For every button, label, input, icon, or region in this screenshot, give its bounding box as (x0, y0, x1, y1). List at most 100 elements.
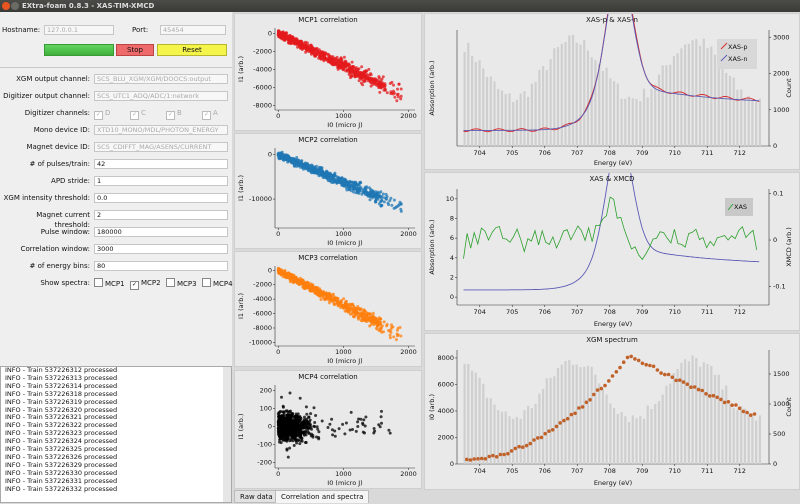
digitizer-checkbox[interactable]: ✓ D (94, 108, 110, 120)
checkbox-icon[interactable]: ✓ (130, 281, 139, 290)
config-field[interactable]: SCS_CDIFFT_MAG/ASENS/CURRENT (94, 142, 228, 152)
scatter-point (372, 427, 376, 430)
mcp2-plot[interactable]: MCP2 correlation 0 1000 2000 0 -10000 I0 (micr… (234, 133, 422, 249)
scatter-point (284, 153, 288, 157)
spectra-checkbox[interactable]: MCP4 (202, 278, 233, 289)
scatter-point (565, 416, 570, 421)
x-tick-label: 712 (734, 149, 746, 157)
port-field[interactable]: 45454 (160, 25, 226, 35)
config-field[interactable]: 180000 (94, 227, 228, 237)
scatter-point (550, 428, 555, 432)
config-field[interactable]: 1 (94, 176, 228, 186)
scatter-point (332, 60, 336, 64)
histogram-bar (736, 409, 739, 464)
scatter-point (331, 176, 335, 180)
histogram-bar (728, 404, 732, 464)
checkbox-icon[interactable] (202, 278, 211, 287)
spectra-checkbox[interactable]: MCP3 (166, 278, 197, 289)
log-line: INFO - Train 537226313 processed (5, 373, 118, 382)
log-panel[interactable]: INFO - Train 537226312 processed INFO - T… (0, 366, 232, 503)
checkbox-icon[interactable] (166, 278, 175, 287)
digitizer-checkbox[interactable]: ✓ B (166, 108, 182, 120)
scatter-point (625, 355, 630, 360)
checkbox-label: B (177, 109, 182, 117)
scatter-point (337, 427, 341, 431)
checkbox-icon[interactable]: ✓ (94, 111, 103, 120)
x-axis-label: I0 (micro J) (327, 121, 362, 129)
spectra-checkbox[interactable]: MCP1 (94, 278, 125, 289)
histogram-bar (467, 42, 470, 146)
config-field[interactable]: XTD10_MONO/MDL/PHOTON_ENERGY (94, 125, 228, 135)
scatter-point (322, 297, 326, 301)
scatter-point (356, 425, 360, 428)
scatter-point (394, 338, 398, 342)
scatter-point (371, 189, 375, 193)
stop-button[interactable]: Stop (116, 44, 154, 56)
config-field[interactable]: 0.0 (94, 193, 228, 203)
scatter-point (374, 198, 378, 202)
hostname-field[interactable]: 127.0.0.1 (44, 25, 114, 35)
digitizer-checkbox[interactable]: ✓ A (202, 108, 218, 120)
scatter-point (331, 181, 335, 184)
histogram-bar (474, 372, 477, 464)
scatter-point (584, 400, 589, 405)
histogram-bar (672, 56, 675, 147)
config-field[interactable]: 2 (94, 210, 228, 220)
x-tick-label: 0 (276, 348, 280, 356)
tab-raw-data[interactable]: Raw data (234, 490, 279, 503)
scatter-point (307, 415, 311, 419)
reset-button[interactable]: Reset (157, 44, 227, 56)
digitizer-checkbox[interactable]: ✓ C (130, 108, 146, 120)
scatter-point (362, 77, 366, 80)
checkbox-icon[interactable]: ✓ (130, 111, 139, 120)
checkbox-icon[interactable]: ✓ (166, 111, 175, 120)
histogram-bar (568, 35, 571, 146)
scatter-point (387, 203, 391, 207)
y-tick-label: -10000 (249, 195, 272, 203)
scatter-point (299, 39, 303, 43)
scatter-point (347, 306, 351, 310)
histogram-bar (706, 364, 709, 464)
config-field[interactable]: 42 (94, 159, 228, 169)
histogram-bar (568, 360, 571, 464)
tab-correlation-and-spectra[interactable]: Correlation and spectra (275, 490, 370, 503)
mcp4-plot[interactable]: MCP4 correlation 0 1000 2000 200 100 0 -100 -200… (234, 370, 422, 489)
spectra-checkbox[interactable]: ✓ MCP2 (130, 278, 161, 290)
config-field[interactable]: SCS_UTC1_ADQ/ADC/1:network (94, 91, 228, 101)
scatter-point (378, 425, 382, 429)
mcp3-plot[interactable]: MCP3 correlation 0 1000 2000 0 -2000 -4000 -600… (234, 251, 422, 367)
x-tick-label: 710 (669, 467, 681, 475)
scatter-point (730, 403, 734, 407)
histogram-bar (534, 81, 537, 146)
scatter-point (472, 457, 476, 461)
scatter-point (280, 433, 284, 437)
scatter-point (289, 427, 293, 431)
checkbox-icon[interactable] (94, 278, 103, 287)
mcp4-title: MCP4 correlation (298, 373, 358, 381)
xas-pn-plot[interactable]: XAS-p & XAS-n 704 705 706 707 708 709 710 711 712… (424, 0, 800, 170)
xgm-spectrum-plot[interactable]: XGM spectrum 704 705 706 707 708 709 710 711 712 E… (424, 333, 800, 490)
histogram-bar (523, 410, 526, 464)
histogram-bar (493, 404, 496, 464)
scatter-point (543, 431, 547, 436)
y-axis-label: I1 (arb.) (237, 293, 245, 319)
scatter-point (397, 82, 401, 86)
scatter-point (388, 431, 392, 435)
histogram-bar (699, 366, 702, 464)
config-field[interactable]: SCS_BLU_XGM/XGM/DOOCS:output (94, 74, 228, 84)
close-icon[interactable] (2, 2, 10, 10)
scatter-point (319, 57, 323, 61)
xas-xmcd-plot[interactable]: XAS & XMCD 704 705 706 707 708 709 710 711 712 Ene… (424, 136, 800, 331)
log-scrollbar[interactable] (223, 367, 231, 502)
scatter-point (288, 158, 292, 161)
minimize-icon[interactable] (11, 2, 19, 10)
config-field[interactable]: 3000 (94, 244, 228, 254)
checkbox-icon[interactable]: ✓ (202, 111, 211, 120)
legend-swatch (720, 54, 728, 62)
mcp1-plot[interactable]: MCP1 correlation 0 1000 2000 0 -2000 -4000 -600… (234, 13, 422, 131)
config-field[interactable]: 80 (94, 261, 228, 271)
scatter-point (375, 82, 379, 86)
scatter-point (305, 49, 309, 53)
x-tick-label: 710 (669, 149, 681, 157)
scatter-point (379, 196, 383, 200)
